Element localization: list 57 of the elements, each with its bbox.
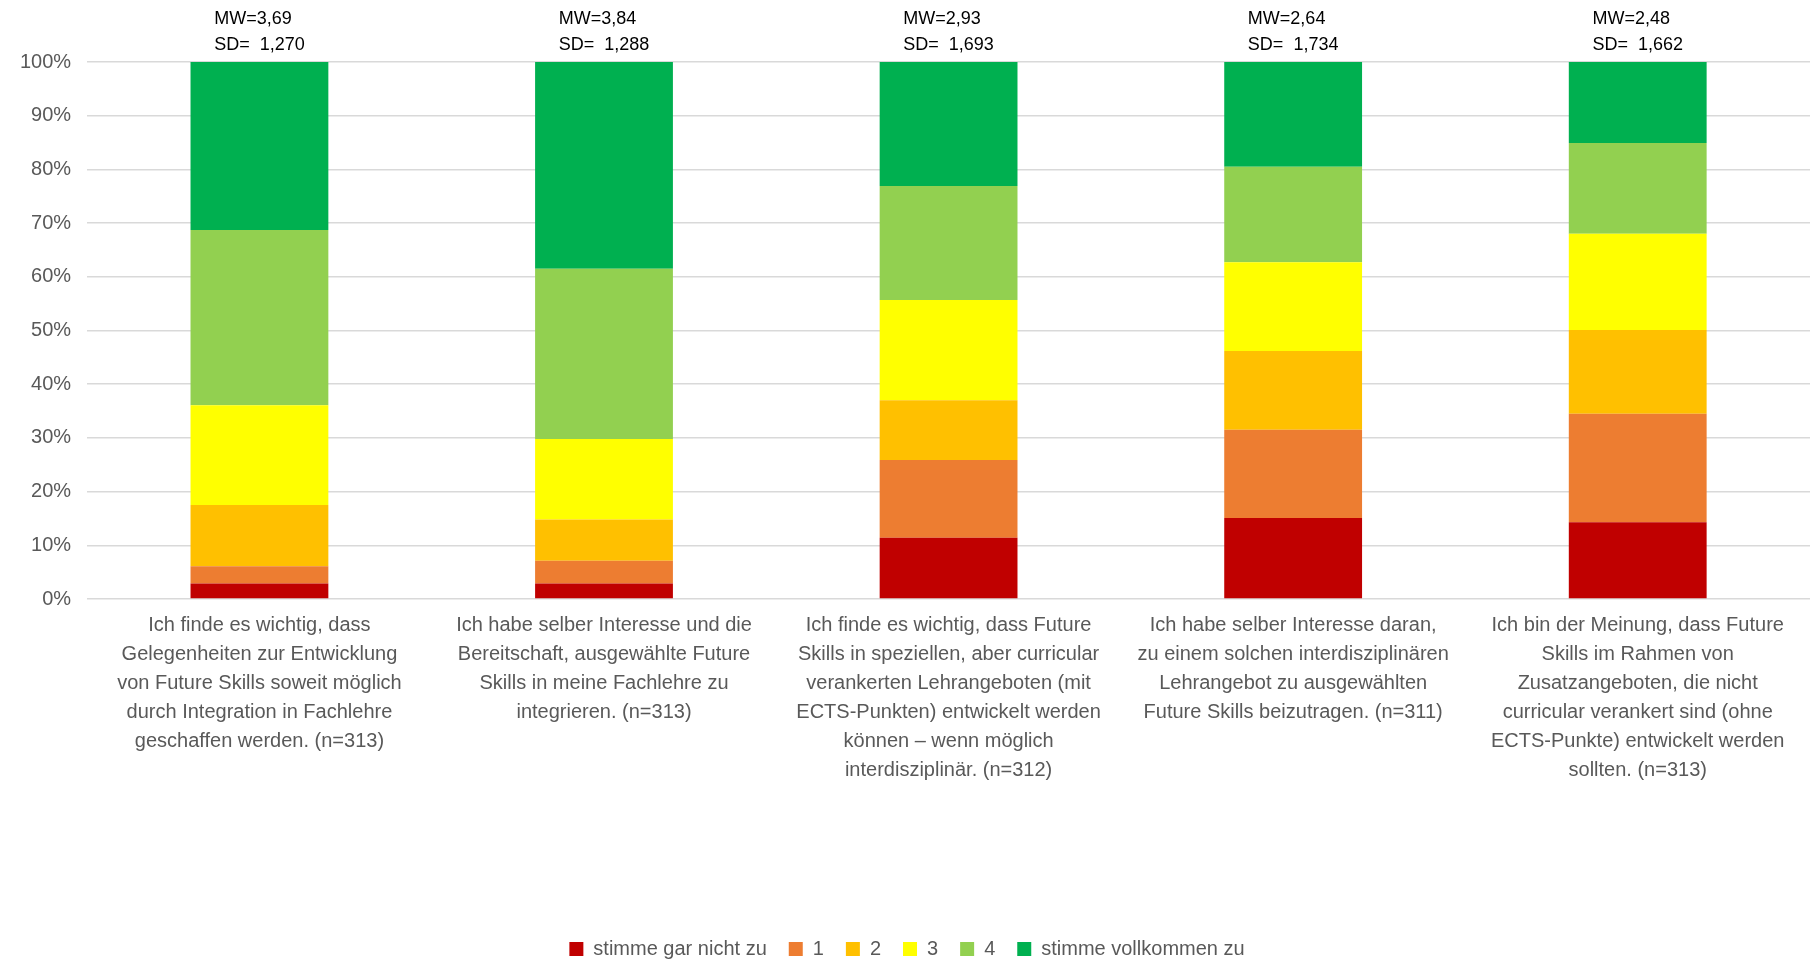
bar — [1224, 429, 1363, 518]
annotation: MW=3,84 SD= 1,288 — [558, 8, 650, 54]
bar — [1568, 143, 1707, 234]
bar — [190, 230, 329, 406]
bar — [1568, 413, 1707, 523]
x-tick-label: Ich habe selber Interesse daran, zu einem solchen interdisziplinären Lehrangebot zu ausgewählten Future Skills beizutragen. (n=311) — [1137, 613, 1449, 723]
y-tick-label: 30% — [31, 425, 72, 448]
bar — [879, 537, 1018, 599]
bar — [1224, 62, 1363, 167]
x-tick-label: Ich habe selber Interesse und die Bereitschaft, ausgewählte Future Skills in meine Fachlehre zu integrieren. (n=313) — [456, 613, 752, 723]
bar — [879, 186, 1018, 300]
bar — [1224, 517, 1363, 599]
legend-label: stimme vollkommen zu — [1041, 936, 1245, 959]
bar — [1568, 522, 1707, 599]
legend-label: stimme gar nicht zu — [593, 936, 767, 959]
annotation: MW=2,93 SD= 1,693 — [903, 8, 994, 54]
bar — [1568, 233, 1707, 330]
x-tick-label: Ich finde es wichtig, dass Gelegenheiten zur Entwicklung von Future Skills soweit möglich durch Integration in Fachlehre geschaffen werden. (n=313) — [117, 613, 402, 752]
bar — [879, 459, 1018, 538]
y-tick-label: 70% — [31, 210, 72, 233]
bar — [535, 438, 673, 520]
y-tick-label: 50% — [31, 318, 72, 341]
y-tick-label: 20% — [31, 479, 72, 502]
y-tick-label: 60% — [31, 264, 72, 287]
bar — [1568, 62, 1707, 144]
bar — [1568, 329, 1707, 414]
x-tick-label: Ich bin der Meinung, dass Future Skills im Rahmen von Zusatzangeboten, die nicht curricular verankert sind (ohne ECTS-Punkte) entwickelt werden sollten. (n=313) — [1490, 613, 1785, 781]
bar — [190, 405, 329, 506]
bar — [190, 566, 329, 584]
bar — [190, 62, 329, 231]
annotation: MW=2,64 SD= 1,734 — [1247, 8, 1339, 54]
x-tick-label: Ich finde es wichtig, dass Future Skills in speziellen, aber curricular verankerten Lehrangeboten (mit ECTS-Punkten) entwickelt werden können – wenn möglich interdisziplinär. (n=312) — [796, 613, 1101, 781]
bar — [535, 560, 673, 584]
bar — [879, 299, 1018, 401]
bar — [535, 62, 673, 269]
bar — [879, 62, 1018, 187]
y-tick-label: 100% — [20, 49, 72, 72]
y-tick-label: 40% — [31, 371, 72, 394]
bar — [535, 583, 673, 599]
y-tick-label: 10% — [31, 532, 72, 555]
y-tick-label: 80% — [31, 156, 72, 179]
legend-label: 1 — [812, 936, 824, 959]
bar — [879, 400, 1018, 460]
legend-label: 3 — [927, 936, 939, 959]
legend-label: 4 — [984, 936, 996, 959]
bar — [1224, 166, 1363, 263]
legend-label: 2 — [869, 936, 882, 959]
bar — [535, 519, 673, 561]
y-tick-label: 90% — [31, 103, 72, 126]
y-tick-label: 0% — [42, 586, 72, 609]
bar — [535, 268, 673, 439]
bar — [1224, 262, 1363, 351]
bar — [1224, 350, 1363, 430]
annotation: MW=2,48 SD= 1,662 — [1592, 8, 1683, 54]
bar — [190, 583, 329, 599]
annotation: MW=3,69 SD= 1,270 — [214, 8, 305, 54]
bar — [190, 505, 329, 567]
